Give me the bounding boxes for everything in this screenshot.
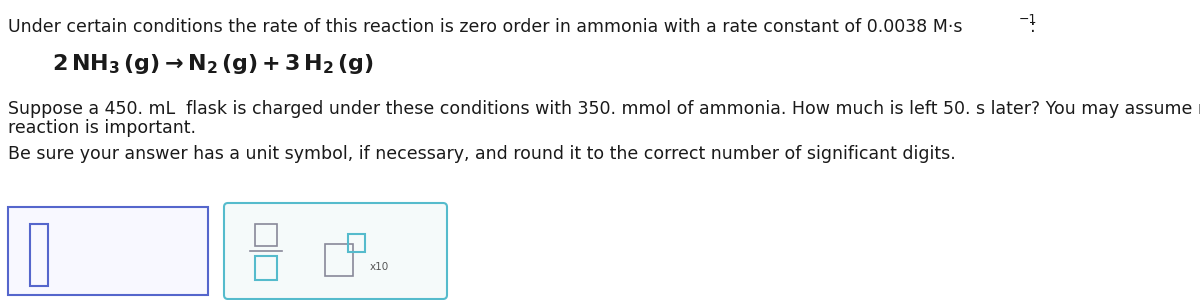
- Bar: [256, 256, 277, 280]
- Text: Be sure your answer has a unit symbol, if necessary, and round it to the correct: Be sure your answer has a unit symbol, i…: [8, 145, 955, 163]
- FancyBboxPatch shape: [224, 203, 446, 299]
- Text: Under certain conditions the rate of this reaction is zero order in ammonia with: Under certain conditions the rate of thi…: [8, 18, 962, 36]
- Bar: [348, 234, 365, 252]
- Text: x10: x10: [370, 262, 389, 272]
- Bar: [30, 224, 48, 286]
- Bar: [325, 244, 353, 276]
- Text: −1: −1: [1019, 13, 1037, 26]
- Text: :: :: [1030, 18, 1036, 36]
- Bar: [8, 207, 208, 295]
- Text: Suppose a 450. mL  flask is charged under these conditions with 350. mmol of amm: Suppose a 450. mL flask is charged under…: [8, 100, 1200, 118]
- Text: reaction is important.: reaction is important.: [8, 119, 196, 137]
- Text: $\mathbf{2\,NH_3\,(g) \rightarrow N_2\,(g) + 3\,H_2\,(g)}$: $\mathbf{2\,NH_3\,(g) \rightarrow N_2\,(…: [52, 52, 374, 76]
- Bar: [256, 224, 277, 246]
